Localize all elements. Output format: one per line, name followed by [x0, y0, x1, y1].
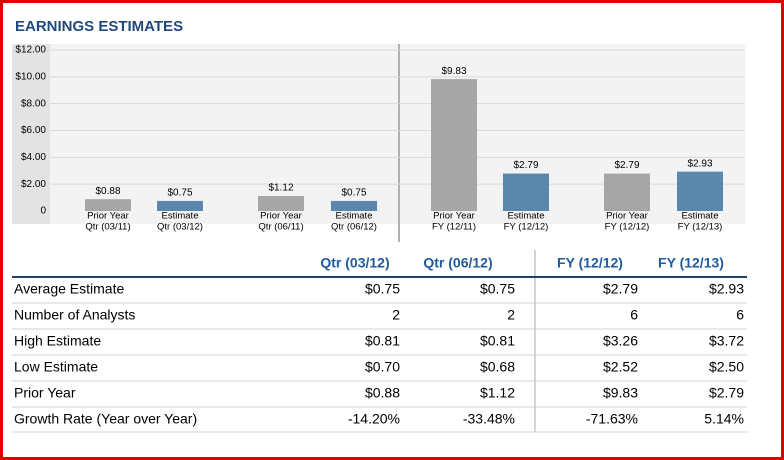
value-label: $2.93 — [687, 158, 712, 169]
row-label: Number of Analysts — [14, 307, 135, 323]
cell: 2 — [507, 307, 515, 323]
column-header: FY (12/12) — [557, 255, 623, 271]
row-label: Growth Rate (Year over Year) — [14, 411, 197, 427]
x-tick-label: Qtr (03/11) — [85, 222, 130, 233]
cell: -71.63% — [586, 411, 638, 427]
y-tick-label: $6.00 — [21, 125, 46, 136]
cell: $2.79 — [709, 385, 744, 401]
value-label: $2.79 — [513, 160, 538, 171]
cell: 5.14% — [704, 411, 744, 427]
y-tick-label: 0 — [40, 206, 46, 217]
cell: $2.79 — [603, 281, 638, 297]
title: EARNINGS ESTIMATES — [15, 18, 183, 35]
value-label: $9.83 — [441, 66, 466, 77]
x-tick-label: Prior Year — [87, 211, 129, 222]
bar — [258, 195, 304, 211]
y-axis-band — [12, 44, 50, 224]
cell: $0.81 — [365, 333, 400, 349]
y-tick-label: $12.00 — [15, 45, 46, 56]
cell: 6 — [630, 307, 638, 323]
row-label: High Estimate — [14, 333, 101, 349]
y-tick-label: $4.00 — [21, 152, 46, 163]
column-header: FY (12/13) — [658, 255, 724, 271]
row-label: Low Estimate — [14, 359, 98, 375]
x-tick-label: Qtr (03/12) — [157, 222, 203, 233]
y-tick-label: $2.00 — [21, 179, 46, 190]
x-tick-label: FY (12/11) — [432, 222, 476, 233]
cell: $2.50 — [709, 359, 744, 375]
cell: $0.75 — [480, 281, 515, 297]
cell: -33.48% — [463, 411, 515, 427]
x-tick-label: Prior Year — [260, 211, 302, 222]
value-label: $0.75 — [341, 188, 366, 199]
cell: $0.75 — [365, 281, 400, 297]
value-label: $1.12 — [268, 183, 293, 194]
cell: $2.52 — [603, 359, 638, 375]
value-label: $0.75 — [167, 188, 192, 199]
x-tick-label: Qtr (06/12) — [331, 222, 377, 233]
y-tick-label: $10.00 — [15, 71, 46, 82]
bar — [431, 79, 477, 211]
cell: $0.81 — [480, 333, 515, 349]
cell: $1.12 — [480, 385, 515, 401]
x-tick-label: Estimate — [682, 211, 719, 222]
cell: $9.83 — [603, 385, 638, 401]
bar — [604, 173, 650, 211]
column-header: Qtr (06/12) — [423, 255, 492, 271]
x-tick-label: FY (12/12) — [504, 222, 549, 233]
cell: -14.20% — [348, 411, 400, 427]
bar — [157, 200, 203, 211]
x-tick-label: Estimate — [162, 211, 199, 222]
value-label: $2.79 — [614, 160, 639, 171]
row-label: Average Estimate — [14, 281, 124, 297]
x-tick-label: FY (12/12) — [605, 222, 650, 233]
y-tick-label: $8.00 — [21, 98, 46, 109]
row-label: Prior Year — [14, 385, 76, 401]
x-tick-label: Prior Year — [606, 211, 648, 222]
value-label: $0.88 — [95, 186, 120, 197]
x-tick-label: Estimate — [508, 211, 545, 222]
x-tick-label: FY (12/13) — [678, 222, 723, 233]
bar — [503, 173, 549, 211]
cell: $0.88 — [365, 385, 400, 401]
cell: $0.70 — [365, 359, 400, 375]
cell: $3.72 — [709, 333, 744, 349]
bar — [331, 200, 377, 211]
x-tick-label: Estimate — [336, 211, 373, 222]
column-header: Qtr (03/12) — [320, 255, 389, 271]
bar — [677, 171, 723, 211]
cell: $0.68 — [480, 359, 515, 375]
bar — [85, 199, 131, 211]
cell: $2.93 — [709, 281, 744, 297]
x-tick-label: Qtr (06/11) — [258, 222, 303, 233]
cell: $3.26 — [603, 333, 638, 349]
cell: 2 — [392, 307, 400, 323]
cell: 6 — [736, 307, 744, 323]
x-tick-label: Prior Year — [433, 211, 475, 222]
